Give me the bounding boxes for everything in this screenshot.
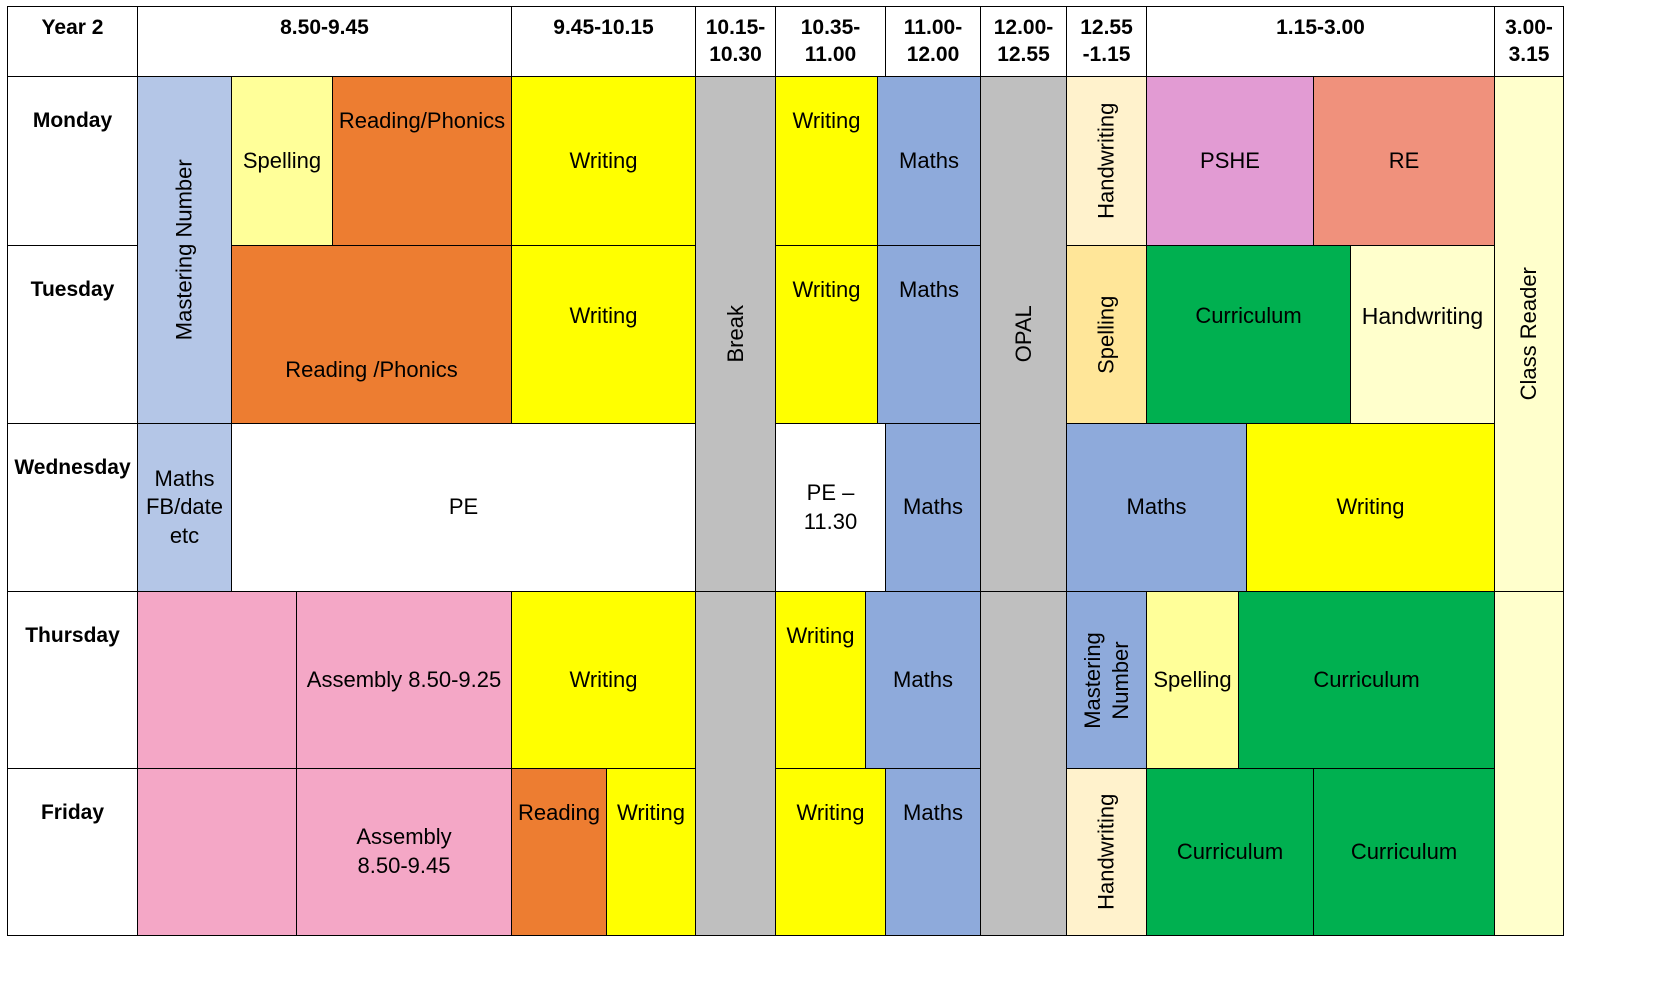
friday-handwriting: Handwriting <box>1066 768 1147 936</box>
thursday-mastering-number: Mastering Number <box>1066 591 1147 769</box>
header-slot-9: 3.00- 3.15 <box>1494 6 1564 77</box>
monday-spelling: Spelling <box>231 76 333 246</box>
mastering-number-cell: Mastering Number <box>137 76 232 424</box>
opal-label: OPAL <box>1010 305 1036 363</box>
thursday-mastering-number-label: Mastering Number <box>1080 631 1133 729</box>
break-label: Break <box>722 305 748 363</box>
tuesday-handwriting: Handwriting <box>1350 245 1495 424</box>
wednesday-maths-2: Maths <box>1066 423 1247 592</box>
friday-assembly: Assembly 8.50-9.45 <box>296 768 512 936</box>
tuesday-spelling-label: Spelling <box>1093 295 1119 374</box>
monday-writing: Writing <box>511 76 696 246</box>
friday-writing-2: Writing <box>775 768 886 936</box>
monday-re: RE <box>1313 76 1495 246</box>
class-reader-label: Class Reader <box>1516 267 1542 401</box>
opal-cell-lower <box>980 591 1067 936</box>
friday-reading: Reading <box>511 768 607 936</box>
day-monday: Monday <box>7 76 138 246</box>
thursday-maths: Maths <box>865 591 981 769</box>
tuesday-writing: Writing <box>511 245 696 424</box>
monday-writing-2: Writing <box>775 76 878 246</box>
friday-curriculum-1: Curriculum <box>1146 768 1314 936</box>
wednesday-writing: Writing <box>1246 423 1495 592</box>
header-slot-4: 10.35- 11.00 <box>775 6 886 77</box>
header-slot-1: 8.50-9.45 <box>137 6 512 77</box>
thursday-assembly: Assembly 8.50-9.25 <box>296 591 512 769</box>
day-friday: Friday <box>7 768 138 936</box>
mastering-number-label: Mastering Number <box>171 159 197 341</box>
friday-maths: Maths <box>885 768 981 936</box>
friday-handwriting-label: Handwriting <box>1093 793 1119 911</box>
class-reader-cell-lower <box>1494 591 1564 936</box>
break-cell-lower <box>695 591 776 936</box>
break-cell: Break <box>695 76 776 592</box>
header-slot-6: 12.00- 12.55 <box>980 6 1067 77</box>
friday-curriculum-2: Curriculum <box>1313 768 1495 936</box>
day-tuesday: Tuesday <box>7 245 138 424</box>
tuesday-reading-phonics: Reading /Phonics <box>231 245 512 424</box>
monday-pshe: PSHE <box>1146 76 1314 246</box>
tuesday-writing-2: Writing <box>775 245 878 424</box>
header-slot-7: 12.55 -1.15 <box>1066 6 1147 77</box>
opal-cell: OPAL <box>980 76 1067 592</box>
header-corner: Year 2 <box>7 6 138 77</box>
day-wednesday: Wednesday <box>7 423 138 592</box>
header-slot-5: 11.00- 12.00 <box>885 6 981 77</box>
wednesday-pe-end: PE – 11.30 <box>775 423 886 592</box>
wednesday-pe: PE <box>231 423 696 592</box>
class-reader-cell: Class Reader <box>1494 76 1564 592</box>
thursday-blank <box>137 591 297 769</box>
tuesday-maths: Maths <box>877 245 981 424</box>
monday-handwriting: Handwriting <box>1066 76 1147 246</box>
tuesday-spelling: Spelling <box>1066 245 1147 424</box>
thursday-writing-2: Writing <box>775 591 866 769</box>
friday-writing: Writing <box>606 768 696 936</box>
thursday-spelling: Spelling <box>1146 591 1239 769</box>
thursday-writing: Writing <box>511 591 696 769</box>
thursday-curriculum: Curriculum <box>1238 591 1495 769</box>
header-slot-3: 10.15- 10.30 <box>695 6 776 77</box>
monday-handwriting-label: Handwriting <box>1093 102 1119 220</box>
header-slot-8: 1.15-3.00 <box>1146 6 1495 77</box>
monday-maths: Maths <box>877 76 981 246</box>
header-slot-2: 9.45-10.15 <box>511 6 696 77</box>
tuesday-curriculum: Curriculum <box>1146 245 1351 424</box>
friday-blank <box>137 768 297 936</box>
day-thursday: Thursday <box>7 591 138 769</box>
monday-reading-phonics: Reading/Phonics <box>332 76 512 246</box>
wednesday-maths: Maths <box>885 423 981 592</box>
wednesday-maths-fb: Maths FB/date etc <box>137 423 232 592</box>
